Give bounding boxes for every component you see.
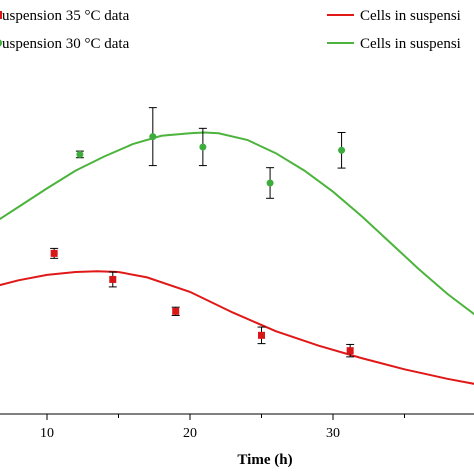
legend-entry-4: Cells in suspensi bbox=[360, 36, 461, 52]
fit-line-3 bbox=[0, 131, 474, 316]
fit-line-2 bbox=[0, 270, 474, 385]
plot-points bbox=[50, 133, 354, 355]
data-point-circle-5 bbox=[338, 146, 346, 154]
data-point-square-4 bbox=[258, 331, 265, 339]
data-point-square-3 bbox=[172, 307, 180, 315]
data-point-circle-4 bbox=[266, 179, 274, 187]
data-point-square-1 bbox=[50, 249, 58, 257]
legend: uspension 35 °C data uspension 30 °C dat… bbox=[0, 8, 461, 52]
data-point-square-5 bbox=[346, 347, 354, 355]
data-point-circle-3 bbox=[199, 143, 207, 151]
data-point-circle-1 bbox=[76, 150, 84, 158]
x-tick-label-2: 30 bbox=[326, 426, 340, 441]
legend-entry-1: uspension 35 °C data bbox=[2, 8, 130, 24]
x-axis-title: Time (h) bbox=[237, 452, 292, 468]
data-point-circle-2 bbox=[149, 133, 157, 141]
legend-entry-3: Cells in suspensi bbox=[360, 8, 461, 24]
legend-marker-green-circle bbox=[0, 39, 2, 47]
x-tick-label-0: 10 bbox=[40, 426, 54, 441]
plot-lines bbox=[0, 131, 474, 385]
data-point-square-2 bbox=[109, 275, 117, 283]
legend-entry-2: uspension 30 °C data bbox=[2, 36, 130, 52]
plot-errorbars bbox=[50, 107, 355, 358]
x-tick-label-1: 20 bbox=[183, 426, 197, 441]
x-ticks: 10 20 30 bbox=[40, 414, 405, 441]
legend-marker-red-square bbox=[0, 11, 2, 19]
